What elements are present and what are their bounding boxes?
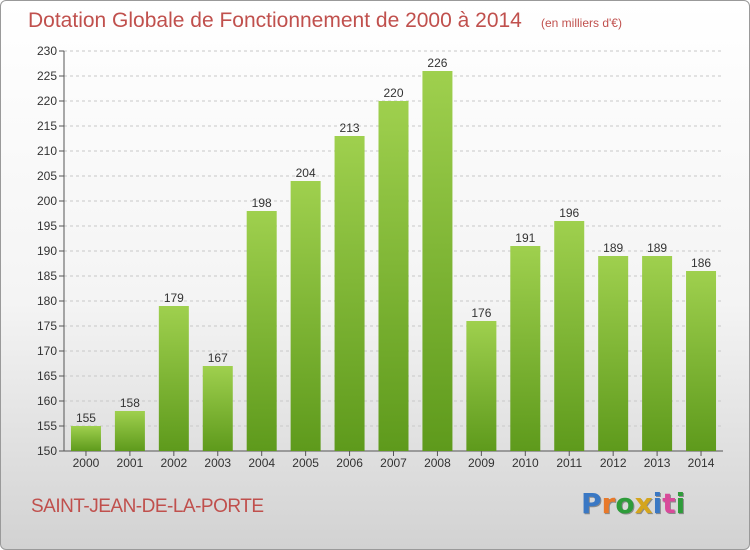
data-label: 189 [603,241,623,255]
y-tick-label: 180 [37,294,57,308]
logo-letter: i [652,487,663,520]
data-label: 213 [340,121,360,135]
y-tick-label: 215 [37,119,57,133]
data-label: 186 [691,256,711,270]
y-tick-label: 200 [37,194,57,208]
y-tick-label: 165 [37,369,57,383]
logo-letter: r [601,487,616,520]
y-tick-label: 230 [37,44,57,58]
logo-letter: i [675,487,686,520]
bar [554,221,585,451]
x-tick-label: 2007 [380,456,407,470]
data-label: 155 [76,411,96,425]
y-tick-label: 160 [37,394,57,408]
x-tick-label: 2012 [600,456,627,470]
y-tick-label: 220 [37,94,57,108]
y-tick-label: 205 [37,169,57,183]
y-tick-label: 210 [37,144,57,158]
x-tick-label: 2011 [556,456,582,470]
bar [642,256,673,451]
data-label: 204 [296,166,316,180]
bars [70,71,717,451]
bar [70,426,101,451]
bar [510,246,541,451]
data-label: 189 [647,241,667,255]
x-tick-label: 2009 [468,456,495,470]
bar [686,271,717,451]
chart-title: Dotation Globale de Fonctionnement de 20… [28,9,522,32]
chart-subtitle: (en milliers d'€) [541,16,622,30]
y-tick-label: 175 [37,319,57,333]
logo-letter: x [634,487,653,520]
labels: 155 158 179 167 198 204 213 220 226 176 191 196 189 1… [76,56,711,425]
logo-letter: o [615,487,635,520]
y-tick-label: 155 [37,419,57,433]
y-tick-label: 190 [37,244,57,258]
y-tick-label: 170 [37,344,57,358]
bar [158,306,189,451]
data-label: 158 [120,396,140,410]
data-label: 226 [427,56,447,70]
bar [378,101,409,451]
y-tick-label: 185 [37,269,57,283]
logo-letter: P [581,487,602,520]
x-tick-label: 2004 [248,456,275,470]
bar [114,411,145,451]
x-tick-label: 2001 [117,456,144,470]
data-label: 220 [383,86,403,100]
x-tick-label: 2000 [73,456,100,470]
bar [598,256,629,451]
data-label: 176 [471,306,491,320]
proxiti-logo: Proxiti [581,487,685,520]
data-label: 198 [252,196,272,210]
x-tick-label: 2005 [292,456,319,470]
y-tick-label: 150 [37,444,57,458]
y-tick-label: 225 [37,69,57,83]
place-name: SAINT-JEAN-DE-LA-PORTE [31,496,264,517]
x-tick-label: 2014 [688,456,715,470]
data-label: 196 [559,206,579,220]
data-label: 179 [164,291,184,305]
bar [334,136,365,451]
bar [290,181,321,451]
y-tick-label: 195 [37,219,57,233]
x-tick-label: 2003 [204,456,231,470]
x-tick-label: 2006 [336,456,363,470]
bar [202,366,233,451]
x-tick-label: 2010 [512,456,539,470]
logo-letter: t [662,487,676,520]
x-tick-label: 2008 [424,456,451,470]
x-tick-label: 2002 [160,456,187,470]
data-label: 191 [515,231,535,245]
bar [466,321,497,451]
bar [422,71,453,451]
data-label: 167 [208,351,228,365]
bar [246,211,277,451]
x-tick-label: 2013 [644,456,671,470]
